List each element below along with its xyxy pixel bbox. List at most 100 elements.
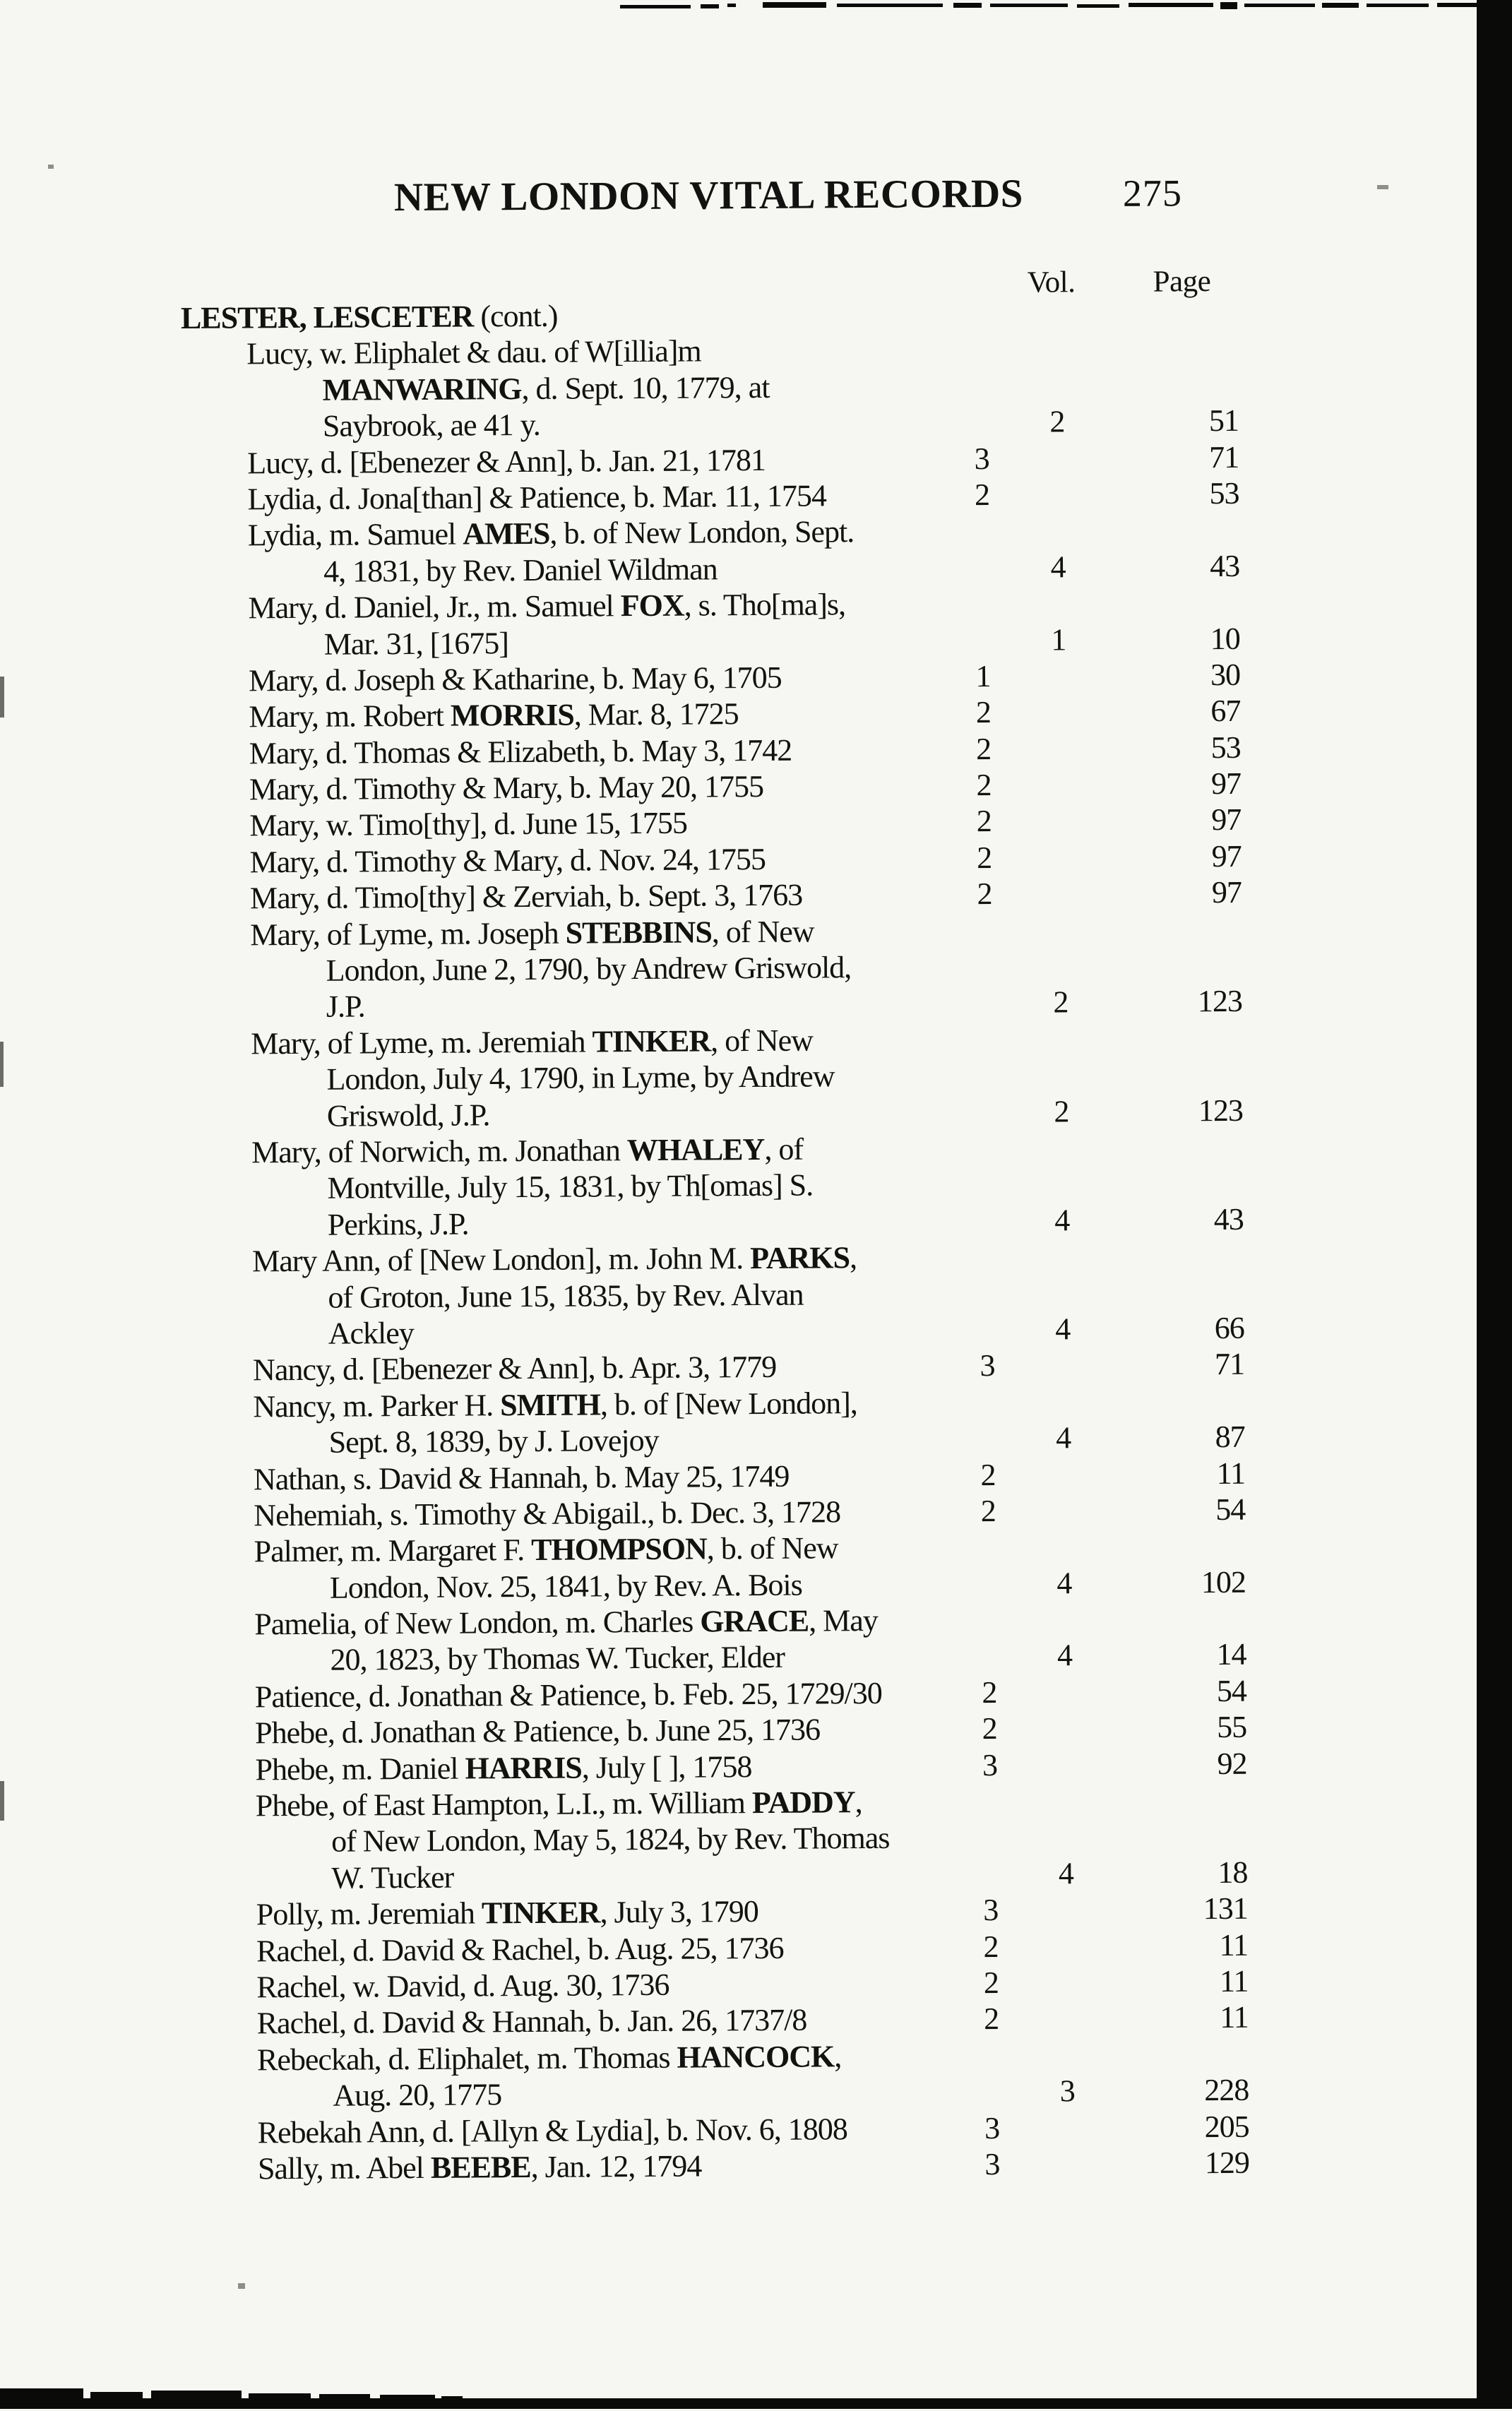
scan-artifact xyxy=(1129,3,1213,7)
record-text-segment: Pamelia, of New London, m. Charles xyxy=(254,1604,701,1642)
record-text-segment: 20, 1823, by Thomas W. Tucker, Elder xyxy=(330,1640,785,1678)
record-line: Mary, d. Thomas & Elizabeth, b. May 3, 1… xyxy=(160,730,1241,773)
record-text-segment: Mar. 31, [1675] xyxy=(323,625,509,662)
vol-number: 2 xyxy=(982,1711,997,1746)
record-line: W. Tucker 4 18 xyxy=(167,1855,1247,1898)
record-text: Rachel, w. David, d. Aug. 30, 1736 xyxy=(167,1965,963,2006)
record-text-segment: Phebe, d. Jonathan & Patience, b. June 2… xyxy=(255,1712,821,1751)
record-line: Phebe, d. Jonathan & Patience, b. June 2… xyxy=(166,1709,1246,1752)
vol-number: 4 xyxy=(1056,1565,1072,1601)
record-text: Mary, m. Robert MORRIS, Mar. 8, 1725 xyxy=(160,695,955,736)
vol-number: 2 xyxy=(980,1493,996,1528)
record-text-segment: Mary, d. Daniel, Jr., m. Samuel xyxy=(248,588,621,626)
record-line: J.P. 2 123 xyxy=(162,983,1242,1026)
record-text-segment: , Mar. 8, 1725 xyxy=(573,696,739,732)
record-text: Lydia, m. Samuel AMES, b. of New London,… xyxy=(159,513,954,554)
record-line: Rebekah Ann, d. [Allyn & Lydia], b. Nov.… xyxy=(169,2108,1249,2151)
page-ref-number: 123 xyxy=(1197,984,1243,1019)
vol-number: 4 xyxy=(1055,1311,1071,1347)
scan-artifact xyxy=(1437,3,1478,7)
record-line: Nathan, s. David & Hannah, b. May 25, 17… xyxy=(165,1455,1245,1498)
record-text-segment: Mary, d. Timothy & Mary, b. May 20, 1755 xyxy=(249,769,764,807)
record-text: Phebe, m. Daniel HARRIS, July [ ], 1758 xyxy=(166,1747,961,1788)
record-text: 20, 1823, by Thomas W. Tucker, Elder xyxy=(165,1638,1036,1679)
scan-artifact xyxy=(620,5,691,8)
page-ref-number: 43 xyxy=(1209,548,1240,583)
page-ref-number: 43 xyxy=(1213,1201,1244,1237)
record-text-segment: , July 3, 1790 xyxy=(600,1894,758,1930)
record-text: 4, 1831, by Rev. Daniel Wildman xyxy=(159,549,1030,590)
record-text-segment: Rachel, d. David & Hannah, b. Jan. 26, 1… xyxy=(256,2002,807,2041)
record-surname: HARRIS xyxy=(465,1750,582,1786)
record-text: J.P. xyxy=(162,984,1032,1026)
record-text: Sally, m. Abel BEEBE, Jan. 12, 1794 xyxy=(169,2146,964,2187)
record-line: Rachel, w. David, d. Aug. 30, 1736 2 11 xyxy=(167,1963,1248,2006)
page-ref-number: 11 xyxy=(1216,1455,1246,1491)
record-text-segment: Mary, of Lyme, m. Joseph xyxy=(250,915,566,953)
record-text: Lydia, d. Jona[than] & Patience, b. Mar.… xyxy=(158,477,953,518)
record-text: Sept. 8, 1839, by J. Lovejoy xyxy=(165,1420,1035,1462)
record-text: of New London, May 5, 1824, by Rev. Thom… xyxy=(167,1819,1037,1861)
record-line: Mary, w. Timo[thy], d. June 15, 1755 2 97 xyxy=(160,802,1241,845)
record-text-segment: , of New xyxy=(711,914,814,950)
vol-number: 1 xyxy=(1051,621,1066,657)
page-ref-number: 18 xyxy=(1218,1855,1248,1890)
record-text-segment: Polly, m. Jeremiah xyxy=(256,1895,482,1932)
record-text-segment: Mary, d. Thomas & Elizabeth, b. May 3, 1… xyxy=(249,732,792,771)
record-text-segment: , b. of [New London], xyxy=(600,1385,857,1422)
scan-artifact xyxy=(0,2388,83,2400)
vol-number: 4 xyxy=(1056,1420,1071,1455)
vol-number: 4 xyxy=(1056,1638,1073,1673)
vol-number: 2 xyxy=(975,695,992,730)
vol-number: 4 xyxy=(1054,1203,1070,1238)
record-surname: PADDY xyxy=(751,1785,855,1821)
record-surname: FOX xyxy=(620,588,684,624)
record-line: Lydia, m. Samuel AMES, b. of New London,… xyxy=(159,511,1239,554)
section-heading-suffix: (cont.) xyxy=(473,298,558,334)
vol-number: 3 xyxy=(984,2146,1000,2181)
record-line: MANWARING, d. Sept. 10, 1779, at xyxy=(157,367,1238,410)
record-text: Lucy, d. [Ebenezer & Ann], b. Jan. 21, 1… xyxy=(158,441,953,482)
record-line: Mary, of Lyme, m. Joseph STEBBINS, of Ne… xyxy=(161,910,1242,953)
vol-number: 2 xyxy=(976,804,992,839)
record-text-segment: Mary, w. Timo[thy], d. June 15, 1755 xyxy=(249,806,688,843)
record-line: 4, 1831, by Rev. Daniel Wildman 4 43 xyxy=(159,548,1239,591)
record-line: London, July 4, 1790, in Lyme, by Andrew xyxy=(162,1056,1242,1099)
record-text-segment: , b. of New London, Sept. xyxy=(549,514,855,552)
record-text: Mary, d. Timo[thy] & Zerviah, b. Sept. 3… xyxy=(161,876,956,917)
record-text-segment: Rebekah Ann, d. [Allyn & Lydia], b. Nov.… xyxy=(257,2111,847,2150)
vol-number: 2 xyxy=(980,1457,996,1492)
scan-artifact xyxy=(727,4,736,7)
record-text-segment: Nathan, s. David & Hannah, b. May 25, 17… xyxy=(253,1458,790,1496)
vol-number: 3 xyxy=(984,2110,1000,2145)
vol-number: 2 xyxy=(984,2001,999,2037)
section-heading-row: LESTER, LESCETER (cont.) xyxy=(157,294,1238,337)
page-ref-number: 67 xyxy=(1210,693,1241,729)
page-ref-number: 54 xyxy=(1215,1492,1246,1527)
record-text: of Groton, June 15, 1835, by Rev. Alvan xyxy=(163,1275,1034,1316)
record-text: Nehemiah, s. Timothy & Abigail., b. Dec.… xyxy=(165,1493,960,1534)
page-ref-number: 102 xyxy=(1201,1564,1246,1600)
record-text: Phebe, of East Hampton, L.I., m. William… xyxy=(167,1783,962,1824)
page-ref-number: 66 xyxy=(1214,1310,1244,1346)
record-line: Mary, d. Daniel, Jr., m. Samuel FOX, s. … xyxy=(159,584,1239,627)
record-surname: GRACE xyxy=(700,1603,809,1639)
page-ref-number: 30 xyxy=(1210,657,1241,692)
record-text-segment: Mary, m. Robert xyxy=(249,698,451,734)
record-text-segment: Mary, of Norwich, m. Jonathan xyxy=(251,1133,628,1170)
record-text-segment: Patience, d. Jonathan & Patience, b. Feb… xyxy=(254,1675,882,1715)
record-text-segment: Saybrook, ae 41 y. xyxy=(322,407,540,443)
record-text-segment: Rachel, d. David & Rachel, b. Aug. 25, 1… xyxy=(256,1930,784,1968)
page-ref-number: 55 xyxy=(1217,1710,1247,1745)
page-ref-number: 131 xyxy=(1203,1891,1248,1927)
page-ref-number: 92 xyxy=(1217,1746,1247,1781)
record-text: Lucy, w. Eliphalet & dau. of W[illia]m xyxy=(157,332,953,373)
record-line: Rachel, d. David & Rachel, b. Aug. 25, 1… xyxy=(167,1927,1248,1970)
scan-artifact xyxy=(1220,2,1237,9)
page-ref-number: 97 xyxy=(1210,766,1242,802)
record-line: Nancy, d. [Ebenezer & Ann], b. Apr. 3, 1… xyxy=(164,1346,1244,1389)
scan-artifact xyxy=(319,2394,370,2400)
record-line: Aug. 20, 1775 3 228 xyxy=(168,2072,1249,2115)
record-line: Sally, m. Abel BEEBE, Jan. 12, 1794 3 129 xyxy=(169,2145,1249,2188)
record-line: Sept. 8, 1839, by J. Lovejoy 4 87 xyxy=(165,1419,1245,1462)
